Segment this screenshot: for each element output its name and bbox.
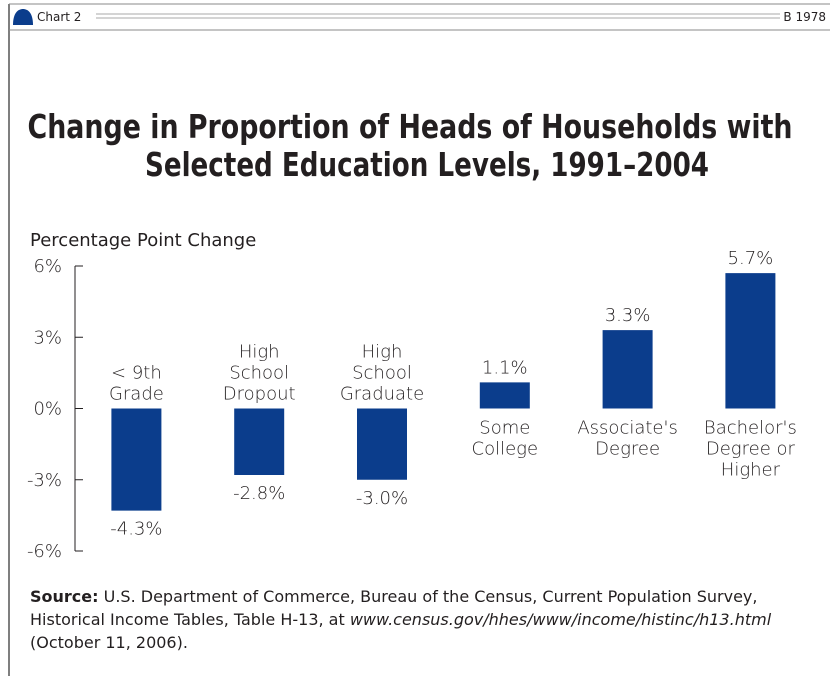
x-tick-label: Degree <box>595 439 660 460</box>
x-tick-label: School <box>229 363 289 384</box>
value-label: 1.1% <box>482 357 528 378</box>
header-icon <box>13 9 33 25</box>
y-axis-label: Percentage Point Change <box>30 230 256 251</box>
value-label: 3.3% <box>605 305 651 326</box>
x-tick-label: Grade <box>109 384 164 405</box>
x-tick-label: < 9th <box>111 363 162 384</box>
bar <box>479 382 530 409</box>
chart-title: Change in Proportion of Heads of Househo… <box>28 107 793 146</box>
y-tick-label: -3% <box>27 470 62 491</box>
x-tick-label: Bachelor's <box>704 418 797 439</box>
bar <box>725 273 776 409</box>
source: Source: U.S. Department of Commerce, Bur… <box>30 585 800 654</box>
chart-title: Selected Education Levels, 1991–2004 <box>145 145 709 184</box>
bar <box>234 408 285 475</box>
x-tick-label: Higher <box>721 460 781 481</box>
y-tick-label: -6% <box>27 541 62 562</box>
value-label: 5.7% <box>728 248 774 269</box>
source-date: (October 11, 2006). <box>30 633 188 652</box>
x-tick-label: High <box>362 342 403 363</box>
x-tick-label: Some <box>479 418 530 439</box>
x-tick-label: School <box>352 363 412 384</box>
header-right: B 1978 <box>783 10 826 24</box>
bar <box>111 408 162 511</box>
header-left: Chart 2 <box>37 10 81 24</box>
value-label: -4.3% <box>110 519 162 540</box>
bar <box>602 330 653 409</box>
x-tick-label: High <box>239 342 280 363</box>
value-label: -2.8% <box>233 483 285 504</box>
x-tick-label: College <box>472 439 539 460</box>
y-tick-label: 3% <box>33 327 62 348</box>
source-url: www.census.gov/hhes/www/income/histinc/h… <box>349 610 772 629</box>
y-tick-label: 6% <box>33 256 62 277</box>
x-tick-label: Graduate <box>340 384 424 405</box>
x-tick-label: Dropout <box>223 384 296 405</box>
source-label: Source: <box>30 587 99 606</box>
x-tick-label: Associate's <box>577 418 677 439</box>
bar <box>357 408 407 480</box>
value-label: -3.0% <box>356 488 408 509</box>
x-tick-label: Degree or <box>706 439 796 460</box>
y-tick-label: 0% <box>33 399 62 420</box>
source-text: U.S. Department of Commerce, Bureau of t… <box>30 587 758 629</box>
